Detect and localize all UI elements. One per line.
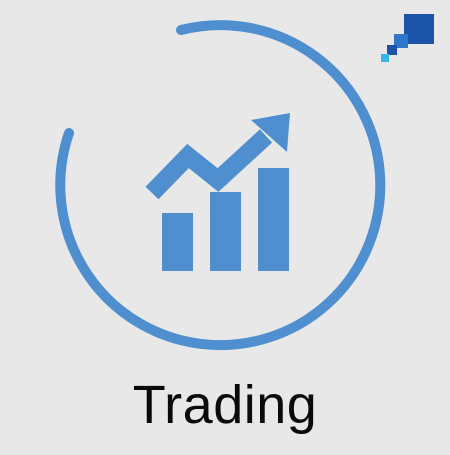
chart-bar-tall: [258, 168, 289, 271]
tile-title: Trading: [132, 375, 318, 435]
trend-arrow-icon: [145, 113, 290, 200]
progress-ring: [55, 20, 386, 351]
chart-bar-short: [162, 213, 193, 271]
bar-chart-icon: [162, 168, 289, 271]
brand-logo-icon: [381, 14, 434, 62]
chart-bar-medium: [210, 192, 241, 271]
